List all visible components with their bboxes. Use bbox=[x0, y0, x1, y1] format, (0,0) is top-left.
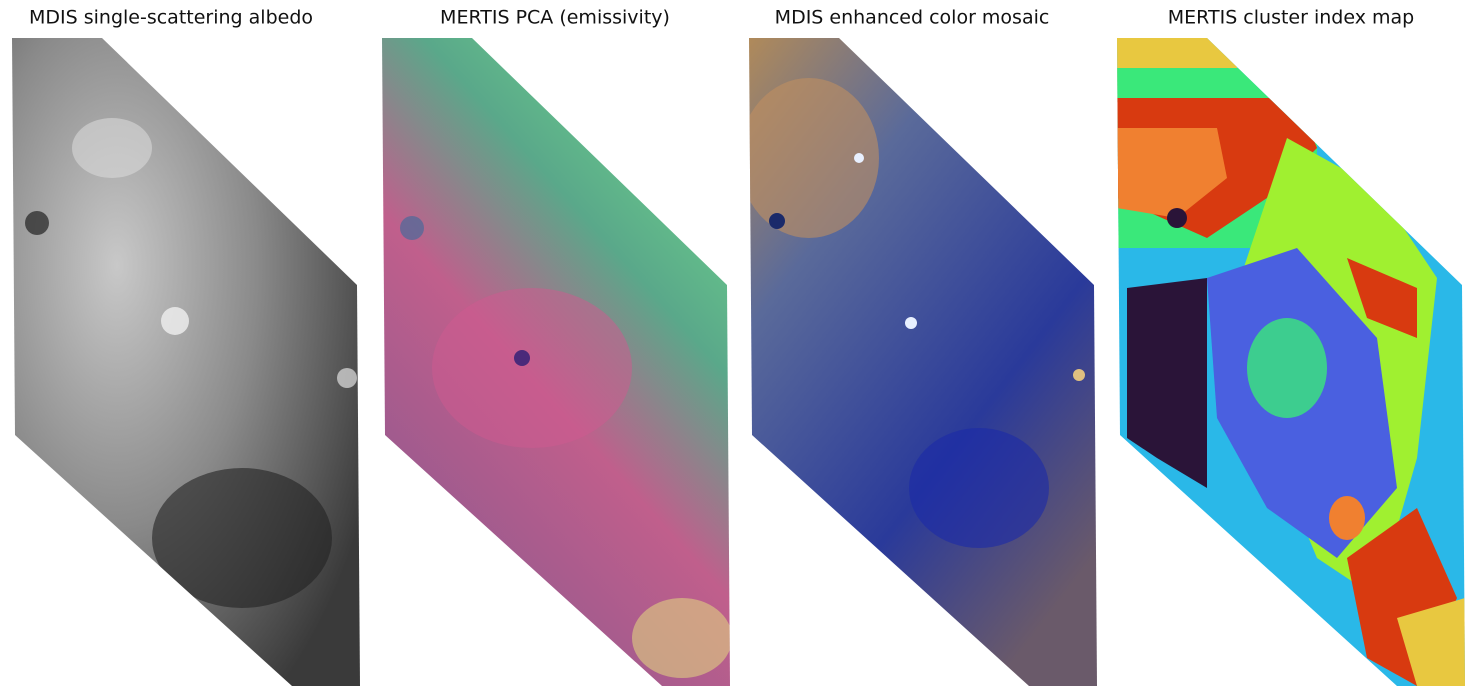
pca-image bbox=[382, 38, 730, 686]
panel-title: MDIS enhanced color mosaic bbox=[775, 7, 1050, 29]
color-mosaic-image bbox=[749, 38, 1097, 686]
panel-title: MERTIS cluster index map bbox=[1168, 7, 1414, 29]
cluster-map-image bbox=[1117, 38, 1465, 686]
albedo-image bbox=[12, 38, 360, 686]
panel-title: MERTIS PCA (emissivity) bbox=[440, 7, 670, 29]
panel-title: MDIS single-scattering albedo bbox=[29, 7, 313, 29]
